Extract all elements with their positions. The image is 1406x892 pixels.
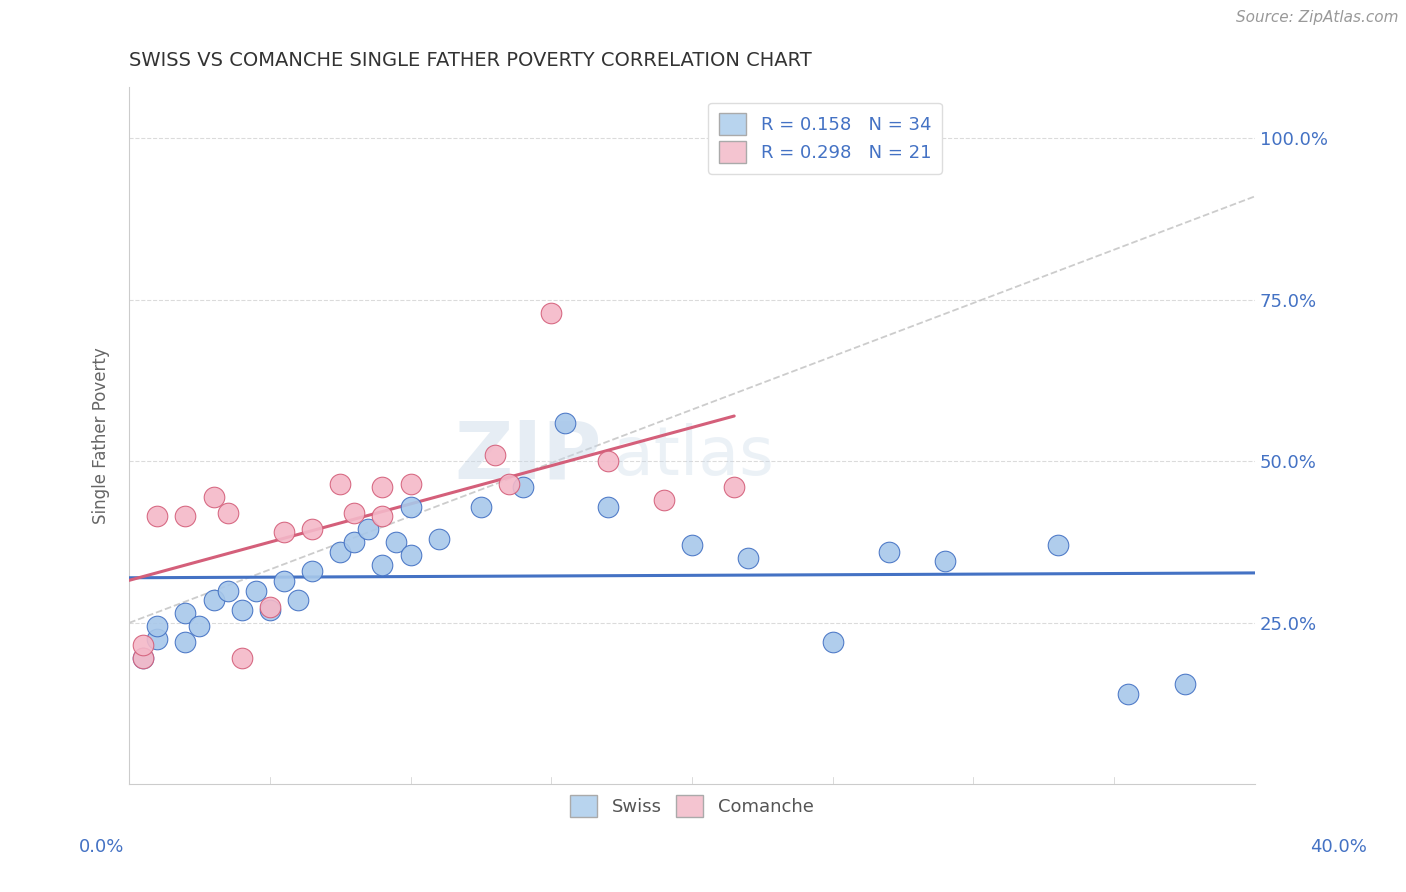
- Point: [329, 477, 352, 491]
- Point: [245, 583, 267, 598]
- Point: [399, 477, 422, 491]
- Text: 40.0%: 40.0%: [1310, 838, 1367, 855]
- Point: [357, 522, 380, 536]
- Point: [132, 651, 155, 665]
- Point: [273, 574, 295, 588]
- Point: [512, 480, 534, 494]
- Text: 0.0%: 0.0%: [79, 838, 124, 855]
- Point: [343, 506, 366, 520]
- Point: [174, 606, 197, 620]
- Point: [259, 599, 281, 614]
- Point: [723, 480, 745, 494]
- Text: atlas: atlas: [613, 424, 775, 490]
- Point: [1116, 687, 1139, 701]
- Point: [174, 509, 197, 524]
- Point: [470, 500, 492, 514]
- Point: [385, 535, 408, 549]
- Point: [202, 490, 225, 504]
- Point: [132, 651, 155, 665]
- Point: [596, 500, 619, 514]
- Point: [1046, 538, 1069, 552]
- Point: [231, 651, 253, 665]
- Point: [821, 635, 844, 649]
- Point: [188, 619, 211, 633]
- Point: [596, 454, 619, 468]
- Point: [202, 593, 225, 607]
- Point: [132, 639, 155, 653]
- Point: [737, 551, 759, 566]
- Point: [1173, 677, 1195, 691]
- Point: [301, 522, 323, 536]
- Point: [554, 416, 576, 430]
- Point: [427, 532, 450, 546]
- Point: [217, 506, 239, 520]
- Point: [498, 477, 520, 491]
- Point: [652, 493, 675, 508]
- Point: [146, 619, 169, 633]
- Point: [681, 538, 703, 552]
- Point: [934, 554, 956, 568]
- Point: [174, 635, 197, 649]
- Point: [146, 632, 169, 646]
- Point: [371, 558, 394, 572]
- Point: [259, 603, 281, 617]
- Text: ZIP: ZIP: [454, 417, 602, 495]
- Text: Source: ZipAtlas.com: Source: ZipAtlas.com: [1236, 11, 1399, 25]
- Point: [540, 306, 562, 320]
- Point: [273, 525, 295, 540]
- Point: [287, 593, 309, 607]
- Point: [399, 500, 422, 514]
- Point: [343, 535, 366, 549]
- Point: [371, 480, 394, 494]
- Point: [399, 548, 422, 562]
- Point: [301, 564, 323, 578]
- Point: [146, 509, 169, 524]
- Legend: Swiss, Comanche: Swiss, Comanche: [562, 788, 821, 824]
- Point: [484, 448, 506, 462]
- Point: [231, 603, 253, 617]
- Point: [329, 545, 352, 559]
- Point: [217, 583, 239, 598]
- Text: SWISS VS COMANCHE SINGLE FATHER POVERTY CORRELATION CHART: SWISS VS COMANCHE SINGLE FATHER POVERTY …: [129, 51, 811, 70]
- Y-axis label: Single Father Poverty: Single Father Poverty: [93, 347, 110, 524]
- Point: [877, 545, 900, 559]
- Point: [371, 509, 394, 524]
